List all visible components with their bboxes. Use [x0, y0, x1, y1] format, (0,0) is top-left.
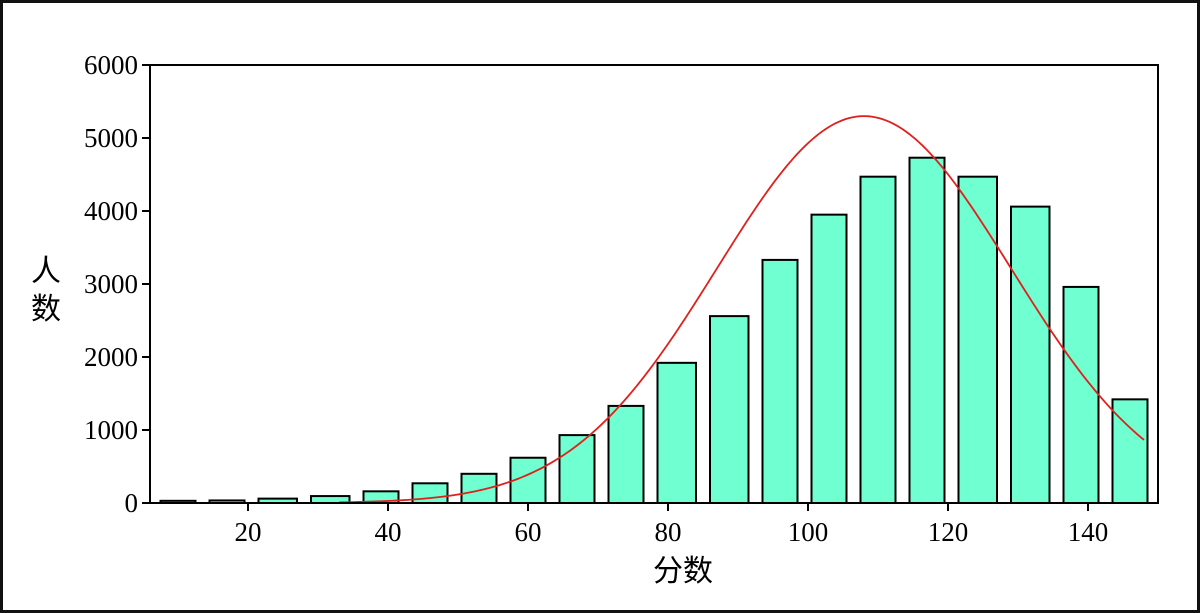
bar-15	[859, 175, 897, 504]
y-tick-label: 4000	[84, 196, 138, 226]
x-tick-label: 140	[1068, 517, 1109, 547]
plot-border	[149, 64, 1159, 504]
ticks-layer: 0 1000 2000 3000 4000 5000 6000 20 40 60 80 100 120 1…	[84, 50, 1108, 547]
bar-19	[1062, 285, 1100, 505]
y-tick-label: 0	[125, 488, 139, 518]
y-axis-title-part-2: 数	[31, 292, 61, 327]
axes-layer	[149, 64, 1159, 504]
bar-11	[656, 361, 697, 504]
y-tick-label: 5000	[84, 123, 138, 153]
bar-8	[509, 456, 547, 504]
y-tick-label: 1000	[84, 415, 138, 445]
y-tick-label: 3000	[84, 269, 138, 299]
y-tick-label: 2000	[84, 342, 138, 372]
x-tick-label: 80	[655, 517, 682, 547]
bar-10	[607, 404, 645, 504]
x-tick-label: 20	[235, 517, 262, 547]
histogram-chart: 0 1000 2000 3000 4000 5000 6000 20 40 60 80 100 120 1…	[31, 50, 1159, 589]
y-axis-title-part-1: 人	[31, 254, 61, 289]
x-tick-label: 60	[515, 517, 542, 547]
bar-13	[761, 258, 799, 504]
x-tick-label: 100	[788, 517, 829, 547]
y-tick-label: 6000	[84, 50, 138, 80]
bar-17	[957, 175, 998, 504]
bars-layer	[159, 156, 1149, 505]
normal-curve-line	[338, 115, 1145, 504]
bar-14	[810, 213, 848, 504]
x-tick-label: 40	[375, 517, 402, 547]
bar-7	[460, 472, 498, 504]
x-axis-title: 分数	[653, 554, 713, 589]
bar-16	[908, 156, 946, 505]
x-tick-label: 120	[928, 517, 969, 547]
bar-12	[709, 315, 750, 504]
bar-18	[1010, 205, 1051, 504]
